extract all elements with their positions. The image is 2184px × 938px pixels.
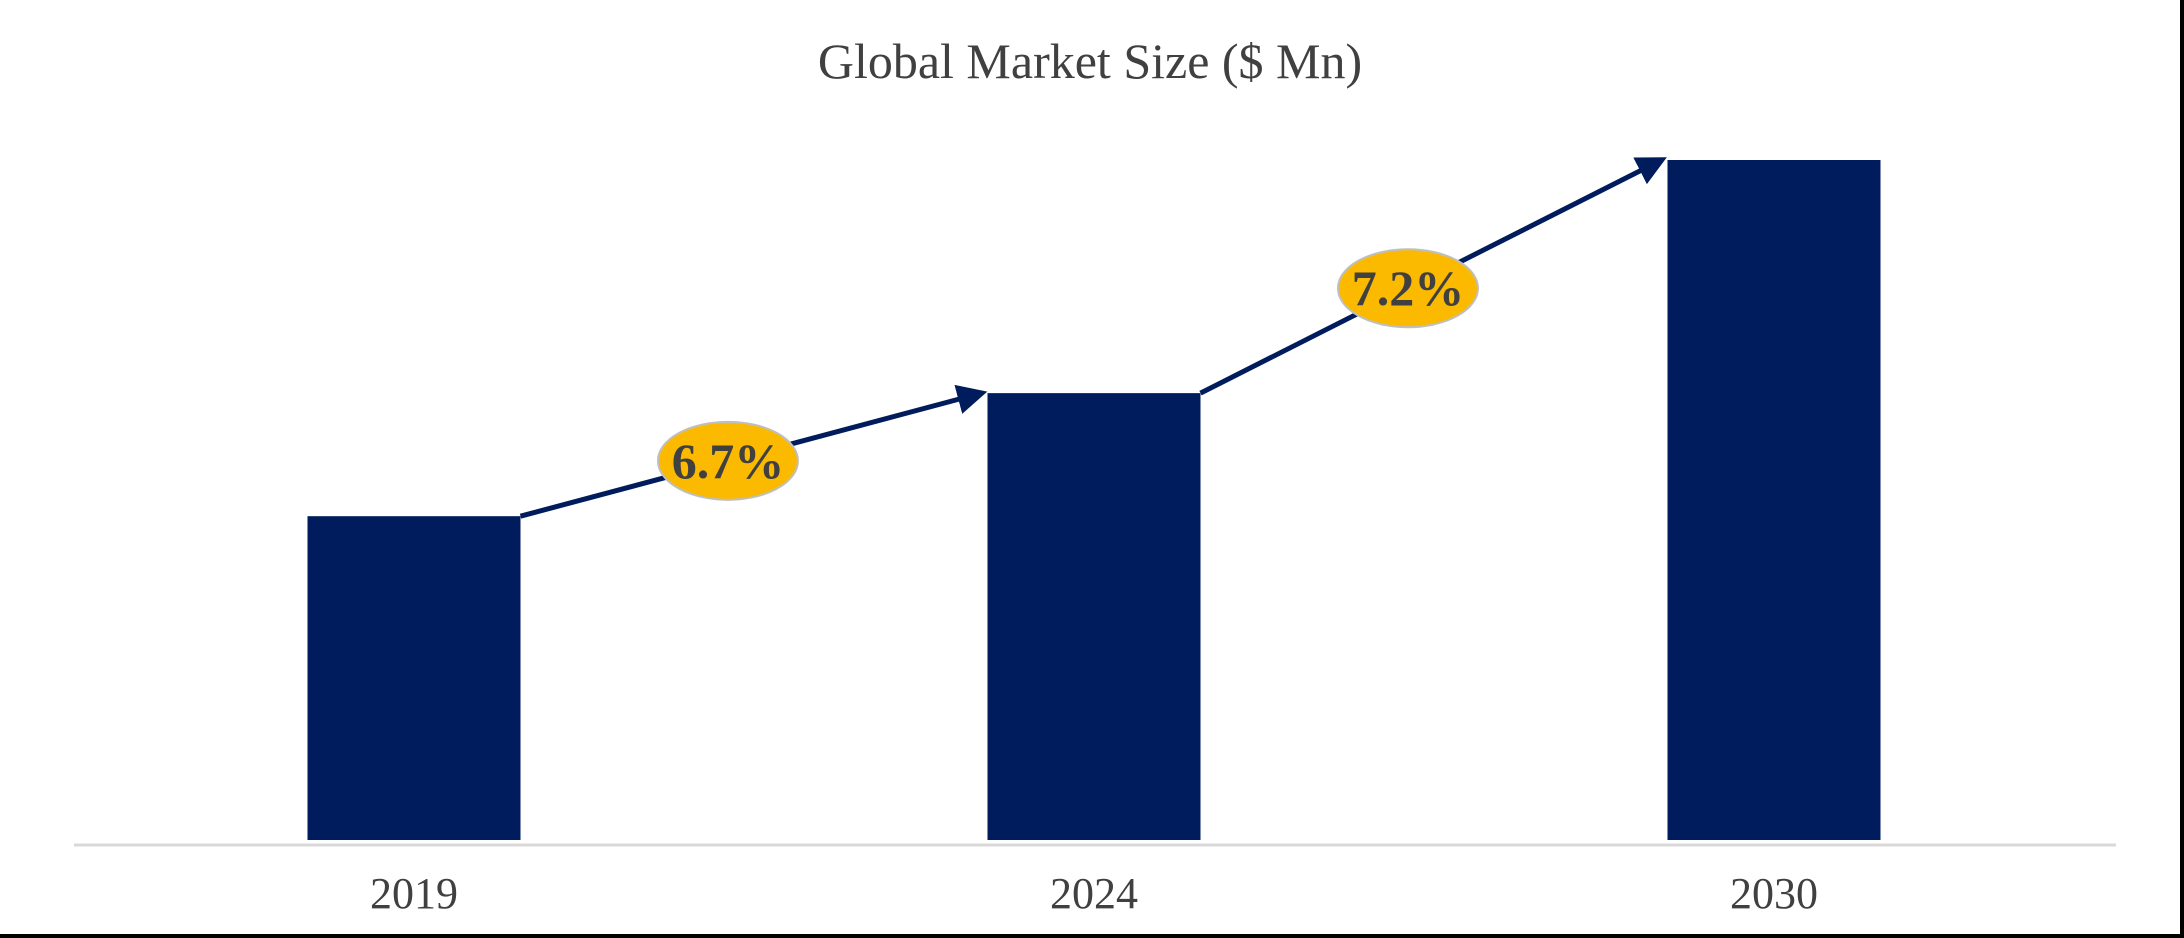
- cagr-label-2: 7.2%: [1352, 260, 1465, 316]
- x-tick-label-2019: 2019: [370, 869, 458, 918]
- bar-2019: [307, 516, 521, 840]
- x-tick-label-2024: 2024: [1050, 869, 1138, 918]
- cagr-badge-1: [656, 420, 799, 501]
- x-tick-label-2030: 2030: [1730, 869, 1818, 918]
- bar-2024: [987, 393, 1201, 840]
- bar-2030: [1667, 160, 1881, 840]
- cagr-label-1: 6.7%: [672, 433, 785, 489]
- cagr-badge-2: [1336, 248, 1479, 329]
- chart-title: Global Market Size ($ Mn): [817, 33, 1363, 89]
